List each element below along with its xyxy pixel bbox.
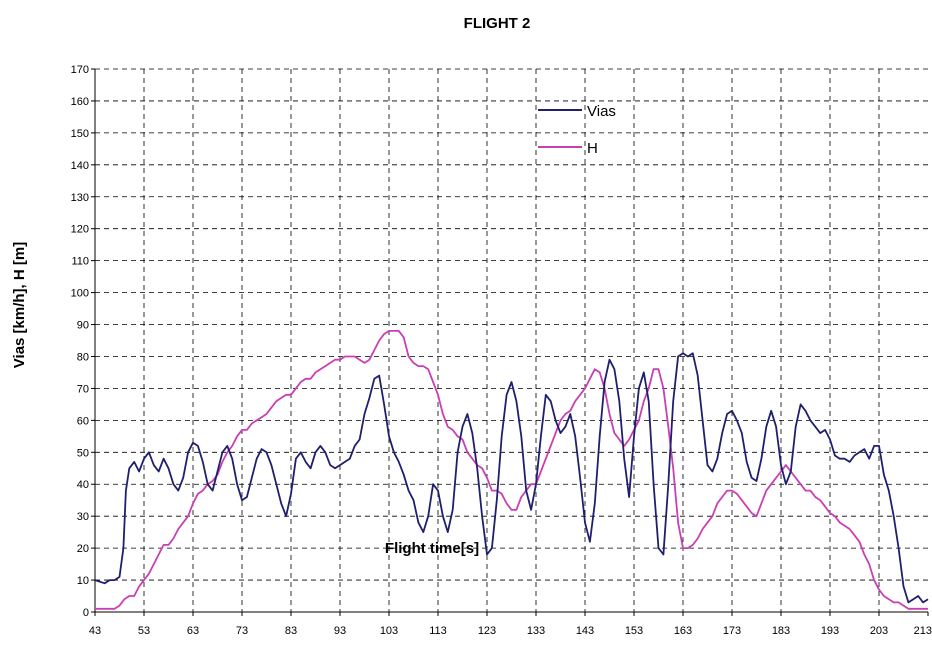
x-tick-label: 213	[914, 625, 932, 637]
y-tick-labels: 0 10 20 30 40 50 60 70 80 90 100 110 120 130 140 150 160…	[71, 64, 89, 619]
y-tick-label: 60	[77, 415, 89, 427]
y-tick-label: 150	[71, 128, 89, 140]
series-lines	[94, 330, 929, 610]
y-tick-label: 10	[77, 575, 89, 587]
legend-label-vias: Vias	[587, 103, 616, 120]
chart-title: FLIGHT 2	[464, 15, 531, 32]
y-tick-label: 100	[71, 288, 89, 300]
x-tick-label: 133	[527, 625, 545, 637]
x-tick-label: 123	[478, 625, 496, 637]
x-tick-label: 93	[334, 625, 346, 637]
x-tick-label: 143	[576, 625, 594, 637]
x-axis-label: Flight time[s]	[385, 540, 479, 557]
series-line-vias	[94, 352, 929, 604]
x-tick-label: 53	[138, 625, 150, 637]
y-tick-label: 90	[77, 320, 89, 332]
y-tick-label: 20	[77, 543, 89, 555]
y-tick-label: 0	[83, 607, 89, 619]
legend-label-h: H	[587, 140, 598, 157]
legend: Vias H	[538, 103, 616, 157]
x-tick-label: 113	[429, 625, 447, 637]
y-tick-label: 140	[71, 160, 89, 172]
x-tick-labels: 43 53 63 73 83 93 103 113 123 133 143 153 163 173 183 1…	[89, 625, 932, 637]
y-tick-label: 30	[77, 511, 89, 523]
y-tick-label: 40	[77, 479, 89, 491]
x-tick-label: 173	[723, 625, 741, 637]
y-tick-label: 160	[71, 96, 89, 108]
y-tick-label: 170	[71, 64, 89, 76]
x-tick-label: 153	[625, 625, 643, 637]
x-tick-label: 43	[89, 625, 101, 637]
y-tick-label: 120	[71, 224, 89, 236]
x-tick-label: 63	[187, 625, 199, 637]
axes	[91, 68, 929, 616]
x-tick-label: 73	[236, 625, 248, 637]
x-tick-label: 183	[772, 625, 790, 637]
y-tick-label: 70	[77, 383, 89, 395]
series-line-h	[95, 330, 928, 610]
y-axis-label: Vias [km/h], H [m]	[11, 242, 28, 368]
y-tick-label: 80	[77, 351, 89, 363]
y-tick-label: 130	[71, 192, 89, 204]
y-tick-label: 50	[77, 447, 89, 459]
x-tick-label: 203	[870, 625, 888, 637]
y-tick-label: 110	[71, 256, 89, 268]
grid-lines	[95, 68, 928, 612]
x-tick-label: 83	[285, 625, 297, 637]
x-tick-label: 193	[821, 625, 839, 637]
x-tick-label: 163	[674, 625, 692, 637]
x-tick-label: 103	[380, 625, 398, 637]
